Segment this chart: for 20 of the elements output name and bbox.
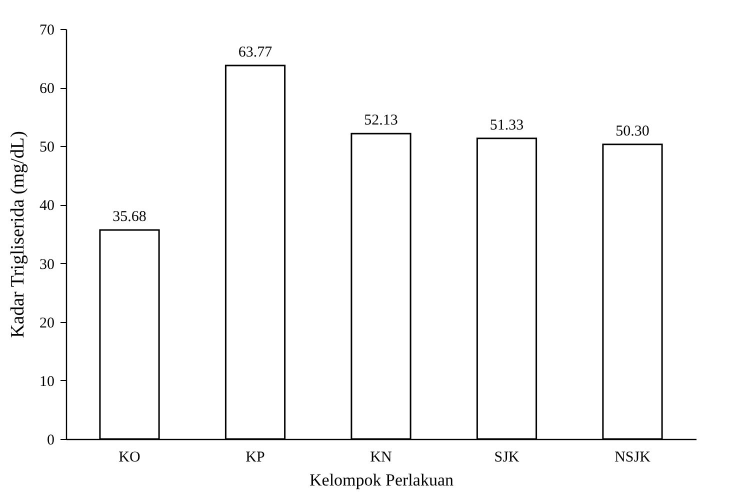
x-tick-label: KN bbox=[370, 450, 392, 466]
data-label: 50.30 bbox=[616, 123, 650, 140]
y-tick-label: 60 bbox=[40, 81, 54, 98]
data-label: 35.68 bbox=[112, 209, 146, 226]
y-tick-label: 50 bbox=[40, 140, 54, 156]
x-tick-label: KP bbox=[246, 450, 265, 466]
y-axis-title: Kadar Trigliserida (mg/dL) bbox=[8, 131, 28, 338]
x-axis-title: Kelompok Perlakuan bbox=[310, 470, 454, 490]
y-tick-label: 0 bbox=[47, 432, 54, 448]
data-label: 63.77 bbox=[238, 44, 273, 60]
y-tick-label: 10 bbox=[40, 374, 54, 390]
x-tick-label: KO bbox=[118, 450, 140, 466]
data-label: 52.13 bbox=[364, 112, 398, 129]
x-tick-label: SJK bbox=[494, 450, 520, 466]
y-tick-label: 40 bbox=[40, 198, 54, 214]
y-tick-label: 30 bbox=[40, 256, 54, 273]
data-label: 51.33 bbox=[490, 117, 524, 134]
x-tick-label: NSJK bbox=[614, 450, 651, 466]
y-tick-label: 20 bbox=[40, 315, 54, 332]
y-tick-label: 70 bbox=[40, 22, 54, 38]
